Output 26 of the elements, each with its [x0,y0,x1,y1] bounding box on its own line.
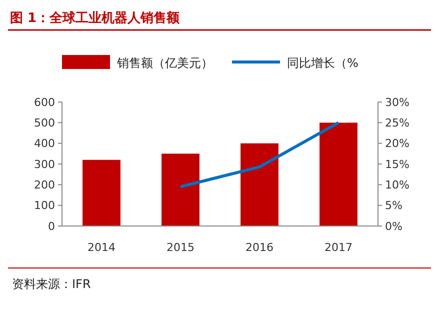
y2-tick-label: 30% [385,96,410,109]
x-tick-label: 2015 [166,241,194,254]
x-tick-label: 2016 [246,241,274,254]
y2-tick-label: 15% [385,158,410,171]
bar [320,122,358,226]
legend-label: 同比增长（% [287,56,358,70]
y-tick-label: 200 [34,178,55,192]
y-tick-label: 0 [48,220,55,233]
y2-tick-label: 10% [385,178,410,192]
text: 资料来源：IFR [12,277,91,291]
y2-tick-label: 5% [385,199,402,212]
bar [162,154,200,226]
y-tick-label: 500 [34,116,55,130]
bar [82,160,120,226]
chart-title: 图 1：全球工业机器人销售额 [10,10,181,26]
y-tick-label: 600 [34,96,55,109]
y-tick-label: 100 [34,199,55,212]
legend-label: 销售额（亿美元） [116,56,213,70]
y2-tick-label: 0% [385,220,402,233]
y2-tick-label: 25% [385,116,410,130]
y-tick-label: 400 [34,137,55,150]
y2-tick-label: 20% [385,137,410,150]
x-tick-label: 2014 [88,241,116,254]
y-tick-label: 300 [34,158,55,171]
bar [240,143,278,226]
x-tick-label: 2017 [324,241,352,254]
